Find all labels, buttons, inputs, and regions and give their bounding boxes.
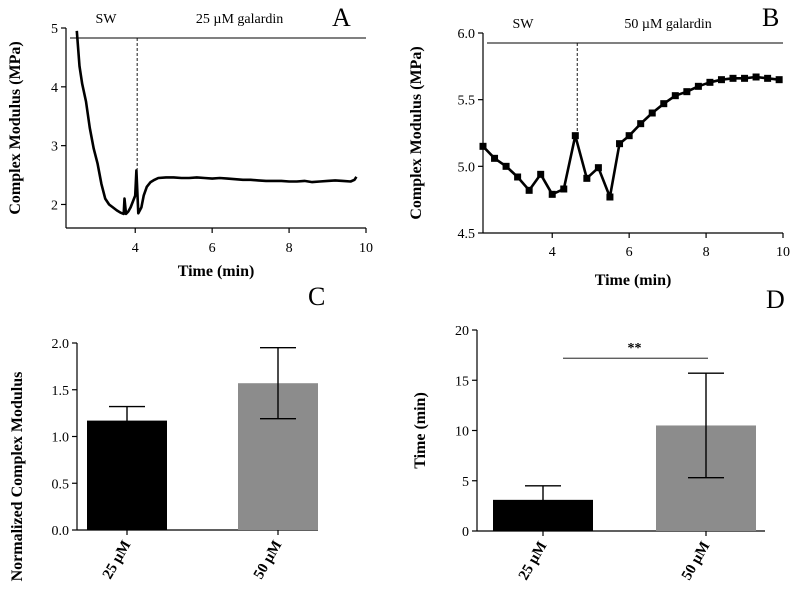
y-tick-label: 5 xyxy=(51,22,58,37)
x-tick-label: 10 xyxy=(359,241,373,256)
data-point xyxy=(525,186,533,194)
panel-letter-d: D xyxy=(766,285,785,314)
x-tick-label: 8 xyxy=(286,241,293,256)
panel-letter-c: C xyxy=(308,282,325,311)
data-point xyxy=(775,76,783,84)
data-point xyxy=(752,73,760,81)
data-point xyxy=(616,140,624,148)
x-axis-label: Time (min) xyxy=(178,263,255,280)
bar xyxy=(87,420,167,530)
data-point xyxy=(717,76,725,84)
x-tick-label: 6 xyxy=(626,245,633,260)
data-point xyxy=(537,170,545,178)
category-label: 50 µM xyxy=(251,538,286,582)
series-line xyxy=(75,30,358,216)
y-tick-label: 0.5 xyxy=(52,477,70,492)
x-tick-label: 4 xyxy=(549,245,556,260)
annotation-seawater: SW xyxy=(96,12,118,27)
data-point xyxy=(571,132,579,140)
data-point xyxy=(764,74,772,82)
y-axis-label: Time (min) xyxy=(412,392,429,469)
category-label: 50 µM xyxy=(679,539,714,583)
y-tick-label: 6.0 xyxy=(458,27,476,42)
panel-a-line-chart: SW 25 µM galardin 2 3 4 5 4 6 8 10 Time (min) Compl… xyxy=(7,12,373,280)
y-axis-label: Normalized Complex Modulus xyxy=(9,372,26,582)
y-tick-label: 15 xyxy=(455,374,469,389)
panel-letter-b: B xyxy=(762,3,779,32)
data-point xyxy=(671,92,679,100)
y-tick-label: 3 xyxy=(51,140,58,155)
data-point xyxy=(648,109,656,117)
y-axis-label: Complex Modulus (MPa) xyxy=(7,41,24,214)
data-point xyxy=(560,185,568,193)
y-tick-label: 5.0 xyxy=(458,160,476,175)
x-tick-label: 10 xyxy=(776,245,790,260)
panel-b-line-chart: SW 50 µM galardin 4.5 5.0 5.5 6.0 4 6 8 10 Time (m… xyxy=(408,17,790,289)
data-point xyxy=(594,164,602,172)
data-point xyxy=(660,100,668,108)
x-axis-label: Time (min) xyxy=(595,272,672,289)
y-tick-label: 1.5 xyxy=(52,384,70,399)
data-point xyxy=(683,88,691,96)
category-label: 25 µM xyxy=(516,539,551,583)
data-point xyxy=(479,142,487,150)
data-point xyxy=(637,120,645,128)
panel-d-bar-chart: 0 5 10 15 20 Time (min) 25 µM 50 µM ** xyxy=(412,324,765,583)
data-point xyxy=(583,174,591,182)
y-tick-label: 10 xyxy=(455,425,469,440)
y-tick-label: 5.5 xyxy=(458,94,476,109)
data-point xyxy=(729,74,737,82)
panel-c-bar-chart: 0.0 0.5 1.0 1.5 2.0 Normalized Complex Modulu… xyxy=(9,337,318,582)
data-point xyxy=(502,162,510,170)
data-point xyxy=(491,154,499,162)
data-point xyxy=(694,82,702,90)
x-tick-label: 6 xyxy=(209,241,216,256)
significance-marker: ** xyxy=(628,341,642,356)
y-tick-label: 4.5 xyxy=(458,227,476,242)
y-tick-label: 20 xyxy=(455,324,469,339)
y-tick-label: 1.0 xyxy=(52,431,70,446)
annotation-seawater: SW xyxy=(513,17,535,32)
annotation-treatment: 25 µM galardin xyxy=(196,12,283,27)
data-point xyxy=(514,173,522,181)
y-tick-label: 2.0 xyxy=(52,337,70,352)
y-tick-label: 5 xyxy=(462,475,469,490)
category-label: 25 µM xyxy=(100,538,135,582)
data-point xyxy=(548,190,556,198)
data-point xyxy=(625,132,633,140)
y-tick-label: 2 xyxy=(51,198,58,213)
y-axis-label: Complex Modulus (MPa) xyxy=(408,46,425,219)
data-point xyxy=(706,78,714,86)
data-point xyxy=(606,193,614,201)
x-tick-label: 4 xyxy=(132,241,139,256)
y-tick-label: 0 xyxy=(462,525,469,540)
x-tick-label: 8 xyxy=(703,245,710,260)
panel-letter-a: A xyxy=(332,3,351,32)
data-point xyxy=(741,74,749,82)
y-tick-label: 4 xyxy=(51,81,58,96)
y-tick-label: 0.0 xyxy=(52,524,70,539)
annotation-treatment: 50 µM galardin xyxy=(624,17,711,32)
